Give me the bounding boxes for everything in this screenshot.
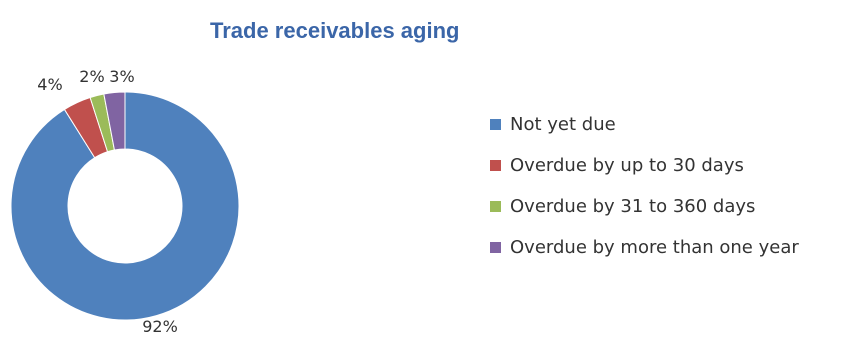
legend-swatch xyxy=(490,160,501,171)
donut-chart: 92% 4% 2% 3% xyxy=(10,67,240,336)
legend-label: Overdue by more than one year xyxy=(510,237,799,258)
chart-title: Trade receivables aging xyxy=(210,18,460,43)
data-label: 92% xyxy=(142,317,178,336)
data-label: 2% xyxy=(79,67,104,86)
slice-not-yet-due xyxy=(10,91,240,321)
data-labels: 92% 4% 2% 3% xyxy=(37,67,177,336)
legend-swatch xyxy=(490,201,501,212)
legend-swatch xyxy=(490,242,501,253)
legend-item: Overdue by 31 to 360 days xyxy=(490,195,799,218)
slices xyxy=(10,91,240,321)
legend-item: Not yet due xyxy=(490,113,799,136)
legend: Not yet due Overdue by up to 30 days Overd… xyxy=(490,113,799,277)
data-label: 3% xyxy=(109,67,134,86)
legend-swatch xyxy=(490,119,501,130)
legend-item: Overdue by up to 30 days xyxy=(490,154,799,177)
legend-label: Not yet due xyxy=(510,114,616,135)
legend-label: Overdue by up to 30 days xyxy=(510,155,744,176)
data-label: 4% xyxy=(37,75,62,94)
legend-label: Overdue by 31 to 360 days xyxy=(510,196,756,217)
legend-item: Overdue by more than one year xyxy=(490,236,799,259)
slice-overdue-by-more-than-one-year xyxy=(103,91,126,151)
